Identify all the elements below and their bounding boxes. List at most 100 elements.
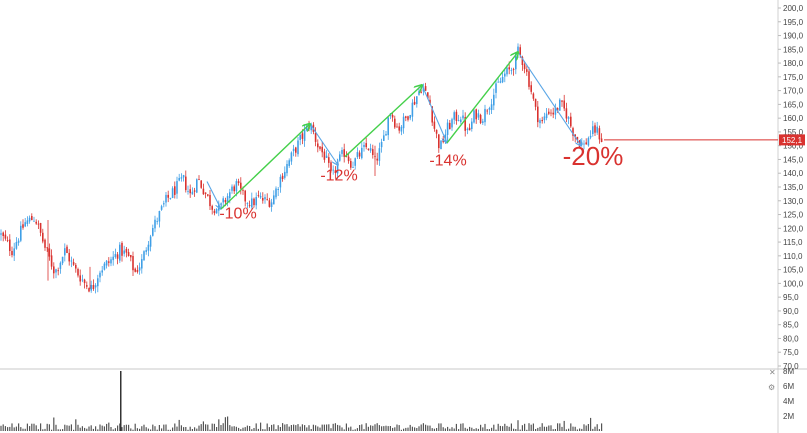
candle-body <box>534 98 537 107</box>
candle-body <box>35 221 37 224</box>
candle-body <box>207 194 209 196</box>
drawdown-label: -12% <box>320 168 357 185</box>
trend-arrow-up <box>446 52 518 144</box>
volume-bar <box>70 424 72 431</box>
volume-bar <box>260 422 262 431</box>
candle-body <box>209 195 211 207</box>
candle-body <box>341 150 343 154</box>
volume-bar <box>546 426 548 431</box>
volume-bar <box>282 423 284 431</box>
volume-bar <box>24 428 26 431</box>
candle-body <box>2 232 4 236</box>
candle-body <box>53 266 55 274</box>
volume-bar <box>275 429 277 431</box>
candle-body <box>288 160 290 166</box>
candle-body <box>537 106 539 123</box>
candle-body <box>567 117 570 119</box>
volume-bar <box>484 423 486 431</box>
price-axis-tick-label: 155,0 <box>783 128 804 137</box>
price-axis: 200,0 195,0 190,0 185,0 180,0 175,0 170,0 165,0… <box>778 4 804 371</box>
candle-body <box>453 112 455 120</box>
candle-body <box>466 128 469 131</box>
volume-bar <box>103 426 105 431</box>
volume-bar <box>68 425 70 431</box>
volume-bar <box>139 428 141 431</box>
price-axis-tick-label: 95,0 <box>783 293 799 302</box>
candle-body <box>372 149 374 155</box>
candle-body <box>486 110 488 112</box>
candle-body <box>75 264 77 269</box>
volume-bar <box>218 419 220 431</box>
candle-body <box>22 224 24 228</box>
candle-body <box>248 205 251 206</box>
candle-body <box>299 135 301 140</box>
candle-body <box>46 247 48 249</box>
volume-bar <box>572 426 574 431</box>
candle-body <box>6 240 9 241</box>
candle-body <box>136 270 139 272</box>
candle-body <box>226 196 229 203</box>
volume-bar <box>121 427 123 431</box>
volume-bar <box>35 425 37 431</box>
volume-bar <box>394 427 396 431</box>
volume-bar <box>183 427 185 431</box>
drawdown-label: -14% <box>429 153 466 170</box>
candle-body <box>290 152 293 162</box>
volume-bar <box>101 425 103 431</box>
candle-body <box>369 148 372 151</box>
volume-bar <box>469 426 471 431</box>
volume-bar <box>59 429 61 431</box>
volume-bar <box>442 427 444 431</box>
candle-body <box>292 148 295 152</box>
volume-bar <box>156 429 158 431</box>
candle-body <box>400 126 403 132</box>
volume-bar <box>194 427 196 431</box>
volume-bar <box>414 427 416 431</box>
candle-body <box>352 167 354 168</box>
volume-bar <box>172 427 174 431</box>
volume-bar <box>438 423 440 431</box>
volume-bar <box>444 428 446 431</box>
volume-bar <box>493 424 495 431</box>
price-axis-tick-label: 175,0 <box>783 73 804 82</box>
candle-body <box>519 47 521 56</box>
candle-body <box>600 138 603 142</box>
candle-body <box>418 91 420 95</box>
price-axis-tick-label: 150,0 <box>783 142 804 151</box>
volume-panel-settings-icon[interactable]: ⚙ <box>768 383 775 392</box>
volume-bar <box>293 424 295 431</box>
price-axis-tick-label: 120,0 <box>783 224 804 233</box>
volume-bar <box>433 428 435 431</box>
volume-bar <box>583 424 585 431</box>
candle-body <box>446 122 449 135</box>
volume-bar <box>563 420 565 431</box>
candle-body <box>189 189 191 194</box>
candle-body <box>123 250 125 254</box>
candle-body <box>277 189 279 190</box>
price-axis-tick-label: 75,0 <box>783 348 799 357</box>
volume-bar <box>211 423 213 431</box>
volume-bar <box>315 425 317 431</box>
volume-bar <box>306 427 308 431</box>
volume-bar <box>552 429 554 431</box>
candle-body <box>550 112 552 114</box>
candle-body <box>515 52 517 70</box>
volume-bar <box>95 426 97 431</box>
volume-bar <box>488 429 490 431</box>
candle-body <box>548 111 550 114</box>
volume-bar <box>348 427 350 431</box>
volume-panel-close-icon[interactable]: ✕ <box>769 368 776 377</box>
price-axis-tick-label: 90,0 <box>783 307 799 316</box>
candle-body <box>44 239 46 248</box>
candle-body <box>442 138 444 143</box>
trend-arrow-up <box>344 85 422 158</box>
volume-bar <box>295 425 297 431</box>
volume-bar <box>22 428 24 431</box>
candle-body <box>301 133 304 139</box>
volume-bar <box>361 424 363 431</box>
volume-bar <box>405 427 407 431</box>
candle-body <box>242 190 244 191</box>
candle-body <box>330 162 332 171</box>
candle-body <box>479 114 482 123</box>
candle-body <box>501 77 504 83</box>
